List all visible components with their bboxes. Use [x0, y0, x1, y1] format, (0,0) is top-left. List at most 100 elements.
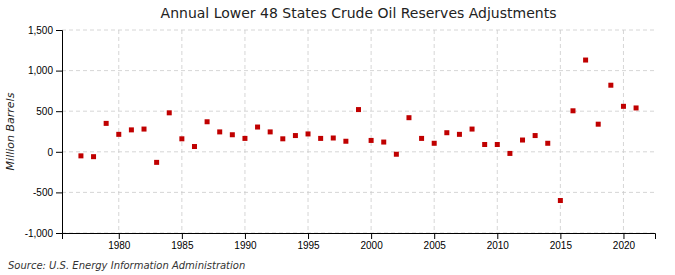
y-tick: 1,000 [28, 65, 62, 76]
x-tick-mark [245, 233, 246, 239]
x-grid-line [497, 30, 498, 233]
y-grid-line [62, 70, 655, 71]
y-axis-title: Million Barrels [4, 92, 17, 170]
x-tick: 1990 [234, 233, 257, 251]
x-tick-label: 2020 [613, 240, 636, 251]
x-tick-label: 2015 [550, 240, 573, 251]
point [280, 136, 285, 141]
point [570, 108, 575, 113]
x-tick-label: 2005 [424, 240, 447, 251]
point [507, 151, 512, 156]
point [634, 105, 639, 110]
point [268, 129, 273, 134]
x-grid-line [371, 30, 372, 233]
x-tick: 2010 [487, 233, 510, 251]
y-tick-mark [56, 71, 62, 72]
y-grid-line [62, 192, 655, 193]
x-tick: 1980 [108, 233, 131, 251]
point [495, 142, 500, 147]
chart: 1980 1985 1990 1995 2000 2005 2010 2015 2020 -1,0… [0, 0, 675, 275]
x-tick-label: 2000 [360, 240, 383, 251]
point [179, 136, 184, 141]
point [318, 136, 323, 141]
point [482, 142, 487, 147]
point [230, 132, 235, 137]
point [242, 136, 247, 141]
y-grid-line [62, 30, 655, 31]
y-tick-label: 1,000 [28, 65, 53, 76]
plot-area: 1980 1985 1990 1995 2000 2005 2010 2015 2020 -1,0… [25, 25, 656, 251]
x-axis-line [63, 234, 656, 240]
x-tick: 2020 [613, 233, 636, 251]
point [457, 132, 462, 137]
point [419, 136, 424, 141]
point [129, 127, 134, 132]
y-tick-label: 500 [36, 106, 53, 117]
y-tick: -1,000 [25, 228, 62, 239]
x-tick-mark [434, 233, 435, 239]
point [583, 58, 588, 63]
y-tick: 500 [36, 106, 62, 117]
x-grid-line [244, 30, 245, 233]
x-tick-mark [560, 233, 561, 239]
x-grid-line [118, 30, 119, 233]
x-tick-mark [623, 233, 624, 239]
y-axis: -1,000 -500 0 500 1,000 1,500 [25, 25, 63, 239]
y-tick-mark [56, 192, 62, 193]
y-tick-mark [56, 111, 62, 112]
point [608, 83, 613, 88]
point [394, 152, 399, 157]
x-tick: 1995 [297, 233, 320, 251]
y-tick-label: -500 [33, 187, 53, 198]
y-tick-label: -1,000 [25, 228, 54, 239]
point [331, 135, 336, 140]
x-tick-mark [119, 233, 120, 239]
point [306, 131, 311, 136]
x-tick-mark [497, 233, 498, 239]
annotation: Source: U.S. Energy Information Administ… [8, 260, 245, 271]
y-tick: 0 [47, 147, 62, 158]
point [293, 133, 298, 138]
point [545, 141, 550, 146]
points [78, 58, 638, 203]
y-tick-mark [56, 30, 62, 31]
point [205, 119, 210, 124]
point [154, 160, 159, 165]
point [343, 139, 348, 144]
point [596, 122, 601, 127]
x-tick: 2015 [550, 233, 573, 251]
y-tick-label: 1,500 [28, 25, 53, 36]
point [142, 127, 147, 132]
x-axis: 1980 1985 1990 1995 2000 2005 2010 2015 2020 [63, 233, 656, 251]
x-tick-label: 1985 [171, 240, 194, 251]
point [255, 125, 260, 130]
point [381, 140, 386, 145]
point [470, 127, 475, 132]
point [91, 154, 96, 159]
x-tick: 1985 [171, 233, 194, 251]
x-grid-line [623, 30, 624, 233]
point [558, 198, 563, 203]
y-tick-mark [56, 152, 62, 153]
x-tick: 2000 [360, 233, 383, 251]
x-grid-line [434, 30, 435, 233]
point [356, 107, 361, 112]
point [104, 121, 109, 126]
y-axis-line [56, 31, 63, 234]
x-tick-mark [182, 233, 183, 239]
point [192, 144, 197, 149]
point [432, 141, 437, 146]
point [217, 129, 222, 134]
point [78, 153, 83, 158]
x-tick-mark [371, 233, 372, 239]
x-tick-label: 1995 [297, 240, 320, 251]
y-tick-mark [56, 233, 62, 234]
point [116, 132, 121, 137]
x-tick-label: 2010 [487, 240, 510, 251]
x-tick: 2005 [424, 233, 447, 251]
x-grid-line [181, 30, 182, 233]
point [533, 133, 538, 138]
x-tick-mark [308, 233, 309, 239]
point [369, 138, 374, 143]
y-grid-line [62, 151, 655, 152]
